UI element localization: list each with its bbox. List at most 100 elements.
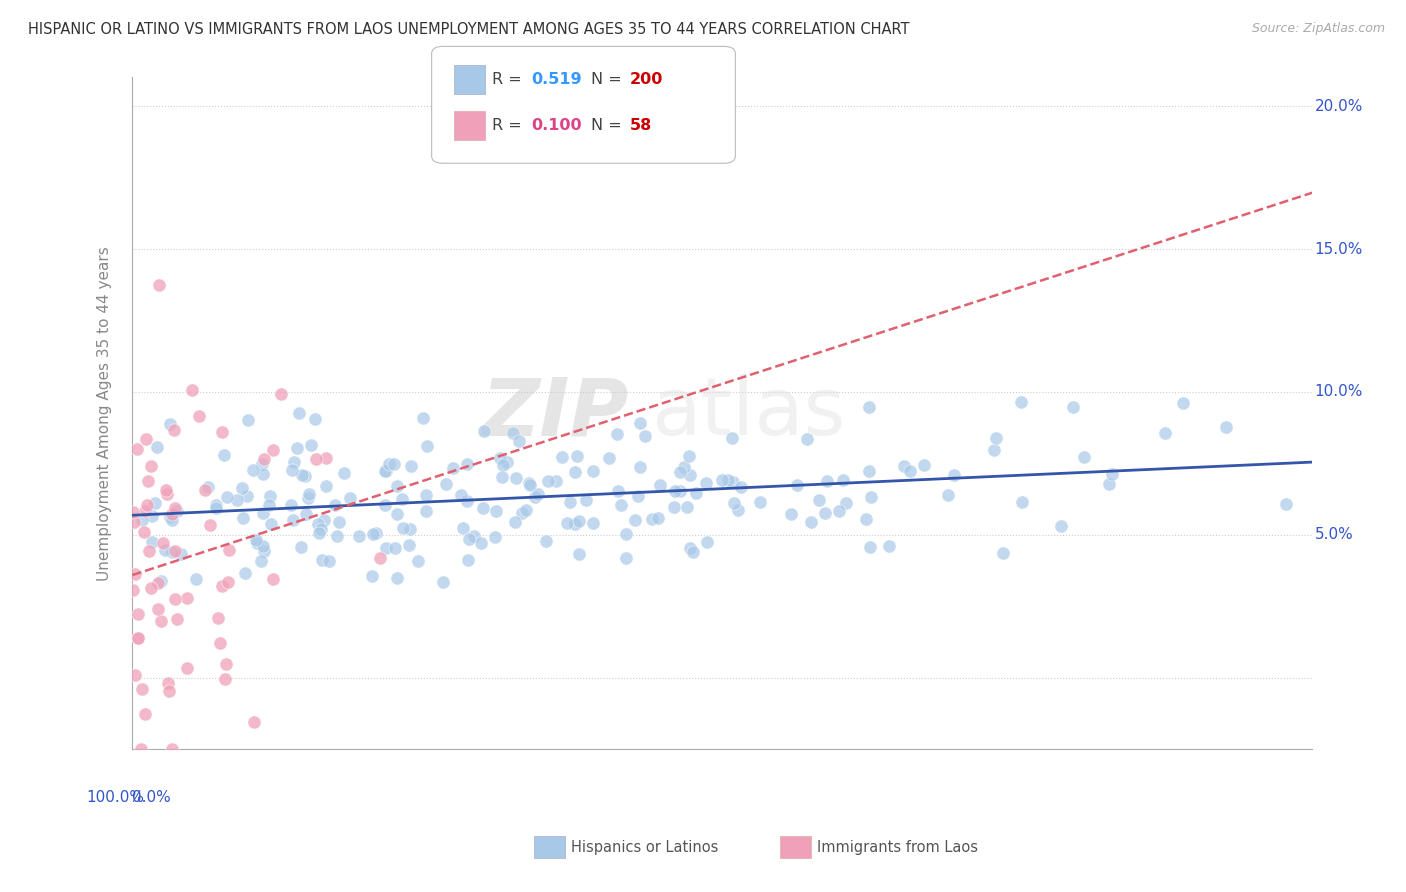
Point — [307, 516, 329, 531]
Point — [382, 457, 405, 471]
Point — [385, 508, 408, 522]
Point — [695, 475, 717, 490]
Point — [399, 522, 422, 536]
Point — [983, 443, 1005, 458]
Point — [217, 574, 239, 589]
Point — [471, 500, 494, 515]
Point — [157, 683, 180, 698]
Point — [942, 468, 965, 483]
Point — [125, 442, 148, 456]
Point — [135, 498, 157, 512]
Point — [898, 464, 921, 478]
Point — [235, 566, 257, 580]
Point — [673, 459, 696, 474]
Point — [749, 495, 772, 509]
Point — [614, 551, 637, 566]
Point — [385, 571, 408, 585]
Point — [262, 572, 284, 586]
Point — [647, 511, 669, 525]
Point — [456, 493, 478, 508]
Point — [503, 516, 526, 530]
Point — [607, 484, 630, 499]
Point — [491, 470, 513, 484]
Point — [211, 425, 233, 439]
Point — [415, 439, 437, 453]
Point — [153, 542, 176, 557]
Point — [176, 591, 198, 606]
Point — [309, 522, 332, 536]
Text: 0.519: 0.519 — [531, 72, 582, 87]
Point — [457, 532, 479, 546]
Point — [936, 488, 959, 502]
Point — [472, 425, 495, 439]
Point — [141, 509, 163, 524]
Text: 200: 200 — [630, 72, 664, 87]
Point — [245, 533, 267, 548]
Point — [134, 707, 156, 722]
Point — [399, 459, 422, 474]
Point — [145, 440, 167, 454]
Point — [1050, 518, 1073, 533]
Point — [609, 498, 631, 512]
Point — [204, 501, 226, 516]
Point — [669, 483, 692, 498]
Point — [391, 492, 413, 507]
Text: 15.0%: 15.0% — [1315, 242, 1362, 257]
Point — [127, 607, 149, 622]
Point — [232, 511, 254, 525]
Point — [298, 487, 321, 501]
Point — [121, 582, 143, 597]
Point — [515, 503, 537, 517]
Point — [536, 474, 558, 488]
Point — [488, 451, 510, 466]
Point — [186, 572, 208, 586]
Point — [141, 535, 163, 549]
Point — [398, 538, 420, 552]
Point — [246, 536, 269, 550]
Point — [287, 441, 309, 455]
Text: 10.0%: 10.0% — [1315, 384, 1362, 400]
Y-axis label: Unemployment Among Ages 35 to 44 years: Unemployment Among Ages 35 to 44 years — [97, 246, 111, 581]
Point — [333, 466, 356, 480]
Point — [730, 480, 752, 494]
Point — [299, 437, 322, 451]
Point — [304, 451, 326, 466]
Point — [808, 493, 831, 508]
Point — [374, 465, 396, 479]
Point — [634, 429, 657, 443]
Point — [517, 476, 540, 491]
Point — [1010, 395, 1032, 409]
Point — [676, 500, 699, 515]
Point — [226, 492, 249, 507]
Point — [1171, 395, 1194, 409]
Point — [131, 513, 153, 527]
Point — [180, 383, 202, 397]
Point — [614, 526, 637, 541]
Point — [1275, 497, 1298, 511]
Point — [800, 516, 823, 530]
Point — [361, 569, 384, 583]
Point — [679, 468, 702, 483]
Text: 5.0%: 5.0% — [1315, 527, 1354, 542]
Point — [294, 469, 316, 483]
Point — [339, 491, 361, 505]
Point — [217, 490, 239, 504]
Point — [127, 631, 149, 645]
Point — [492, 458, 515, 472]
Point — [606, 427, 628, 442]
Point — [796, 432, 818, 446]
Point — [134, 504, 156, 518]
Point — [564, 516, 586, 531]
Point — [121, 505, 143, 519]
Text: atlas: atlas — [651, 375, 846, 452]
Point — [412, 410, 434, 425]
Point — [565, 449, 588, 463]
Point — [1011, 495, 1033, 509]
Point — [122, 515, 145, 529]
Point — [560, 495, 582, 509]
Point — [361, 527, 384, 541]
Point — [160, 545, 183, 559]
Point — [312, 513, 335, 527]
Point — [682, 545, 704, 559]
Point — [717, 474, 740, 488]
